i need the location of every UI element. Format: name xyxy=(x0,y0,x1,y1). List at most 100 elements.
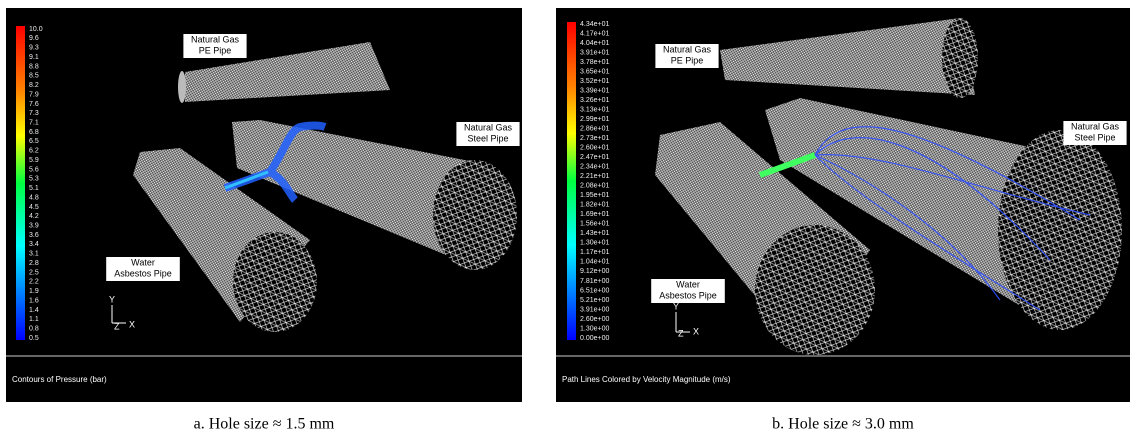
pipe-steel-end xyxy=(433,160,517,270)
legend-label: 1.43e+01 xyxy=(580,230,609,237)
axis-x-label: X xyxy=(129,319,135,329)
legend-label: 9.3 xyxy=(29,45,39,52)
legend-label: 1.6 xyxy=(29,297,39,304)
pipe-end xyxy=(178,71,186,103)
legend-label: 5.21e+00 xyxy=(580,297,609,304)
legend-label: 2.99e+01 xyxy=(580,116,609,123)
legend-label: 1.95e+01 xyxy=(580,192,609,199)
legend-label: 2.2 xyxy=(29,279,39,286)
legend-label: 10.0 xyxy=(29,26,43,33)
panel-a: 10.09.69.39.18.88.58.27.97.67.37.16.86.5… xyxy=(6,8,522,402)
legend-label: 6.5 xyxy=(29,138,39,145)
pipe-water-end xyxy=(755,225,875,355)
caption-bar: Contours of Pressure (bar) xyxy=(12,375,107,384)
legend-label: 0.8 xyxy=(29,325,39,332)
legend-label: 2.5 xyxy=(29,269,39,276)
pipe-label: Asbestos Pipe xyxy=(114,268,172,278)
legend-label: 2.73e+01 xyxy=(580,135,609,142)
legend-label: 9.6 xyxy=(29,35,39,42)
legend-label: 3.91e+01 xyxy=(580,49,609,56)
pipe-water-end xyxy=(233,232,317,332)
legend-label: 1.82e+01 xyxy=(580,202,609,209)
legend-label: 2.34e+01 xyxy=(580,164,609,171)
legend-label: 5.3 xyxy=(29,176,39,183)
legend-label: 3.78e+01 xyxy=(580,59,609,66)
legend-label: 3.52e+01 xyxy=(580,78,609,85)
legend-label: 4.5 xyxy=(29,204,39,211)
legend-label: 6.51e+00 xyxy=(580,287,609,294)
legend-label: 0.00e+00 xyxy=(580,335,609,342)
legend-label: 8.8 xyxy=(29,63,39,70)
colorbar xyxy=(567,22,576,340)
caption-bar: Path Lines Colored by Velocity Magnitude… xyxy=(562,375,731,384)
legend-label: 4.2 xyxy=(29,213,39,220)
legend-label: 1.56e+01 xyxy=(580,221,609,228)
colorbar xyxy=(16,26,25,340)
legend-label: 0.5 xyxy=(29,335,39,342)
legend-label: 3.13e+01 xyxy=(580,106,609,113)
legend-label: 7.1 xyxy=(29,119,39,126)
axis-z-label: Z xyxy=(678,328,684,338)
legend-label: 2.08e+01 xyxy=(580,183,609,190)
legend-label: 2.86e+01 xyxy=(580,126,609,133)
subcaption: a. Hole size ≈ 1.5 mm xyxy=(194,416,335,433)
pipe-label: Steel Pipe xyxy=(1074,132,1115,142)
legend-label: 1.17e+01 xyxy=(580,249,609,256)
legend-label: 5.1 xyxy=(29,185,39,192)
legend-label: 9.1 xyxy=(29,54,39,61)
legend-label: 8.5 xyxy=(29,73,39,80)
body: 10.09.69.39.18.88.58.27.97.67.37.16.86.5… xyxy=(0,0,1136,437)
legend-label: 2.60e+01 xyxy=(580,145,609,152)
pipe-label: Natural Gas xyxy=(191,34,240,44)
legend-label: 2.8 xyxy=(29,260,39,267)
legend-label: 3.6 xyxy=(29,232,39,239)
legend-label: 2.60e+00 xyxy=(580,316,609,323)
legend-label: 4.34e+01 xyxy=(580,21,609,28)
pipe-label: PE Pipe xyxy=(199,45,232,55)
legend-label: 9.12e+00 xyxy=(580,268,609,275)
legend-label: 3.91e+00 xyxy=(580,306,609,313)
axis-x-label: X xyxy=(693,326,699,336)
legend-label: 1.1 xyxy=(29,316,39,323)
legend-label: 1.30e+00 xyxy=(580,325,609,332)
legend-label: 5.9 xyxy=(29,157,39,164)
axis-z-label: Z xyxy=(114,321,120,331)
legend-label: 3.4 xyxy=(29,241,39,248)
legend-label: 6.2 xyxy=(29,148,39,155)
pipe-label: Asbestos Pipe xyxy=(659,290,717,300)
legend-label: 3.9 xyxy=(29,222,39,229)
legend-label: 1.69e+01 xyxy=(580,211,609,218)
figure: 10.09.69.39.18.88.58.27.97.67.37.16.86.5… xyxy=(0,0,1136,437)
pipe-label: PE Pipe xyxy=(671,55,704,65)
legend-label: 4.8 xyxy=(29,194,39,201)
legend-label: 7.3 xyxy=(29,110,39,117)
legend-label: 4.04e+01 xyxy=(580,40,609,47)
axis-y-label: Y xyxy=(673,301,679,311)
legend-label: 1.04e+01 xyxy=(580,259,609,266)
legend-label: 2.21e+01 xyxy=(580,173,609,180)
pipe-label: Natural Gas xyxy=(464,122,513,132)
pipe-label: Water xyxy=(131,257,155,267)
panel-b: 4.34e+014.17e+014.04e+013.91e+013.78e+01… xyxy=(556,8,1130,402)
pipe-label: Water xyxy=(676,279,700,289)
legend-label: 1.9 xyxy=(29,288,39,295)
pipe-label: Steel Pipe xyxy=(467,133,508,143)
pipe-pe-end xyxy=(942,18,978,98)
legend-label: 2.47e+01 xyxy=(580,154,609,161)
legend-label: 3.39e+01 xyxy=(580,87,609,94)
pipe-label: Natural Gas xyxy=(663,44,712,54)
pipe-label: Natural Gas xyxy=(1071,121,1120,131)
legend-label: 3.26e+01 xyxy=(580,97,609,104)
legend-label: 7.6 xyxy=(29,101,39,108)
page: {"panels": [ {"legend_labels": ["10.0","… xyxy=(0,0,1136,437)
axis-y-label: Y xyxy=(109,294,115,304)
legend-label: 3.65e+01 xyxy=(580,68,609,75)
legend-label: 5.6 xyxy=(29,166,39,173)
legend-label: 7.81e+00 xyxy=(580,278,609,285)
legend-label: 3.1 xyxy=(29,251,39,258)
legend-label: 6.8 xyxy=(29,129,39,136)
pipe-steel-end xyxy=(998,130,1122,330)
subcaption: b. Hole size ≈ 3.0 mm xyxy=(772,416,914,433)
legend-label: 8.2 xyxy=(29,82,39,89)
legend-label: 1.30e+01 xyxy=(580,240,609,247)
